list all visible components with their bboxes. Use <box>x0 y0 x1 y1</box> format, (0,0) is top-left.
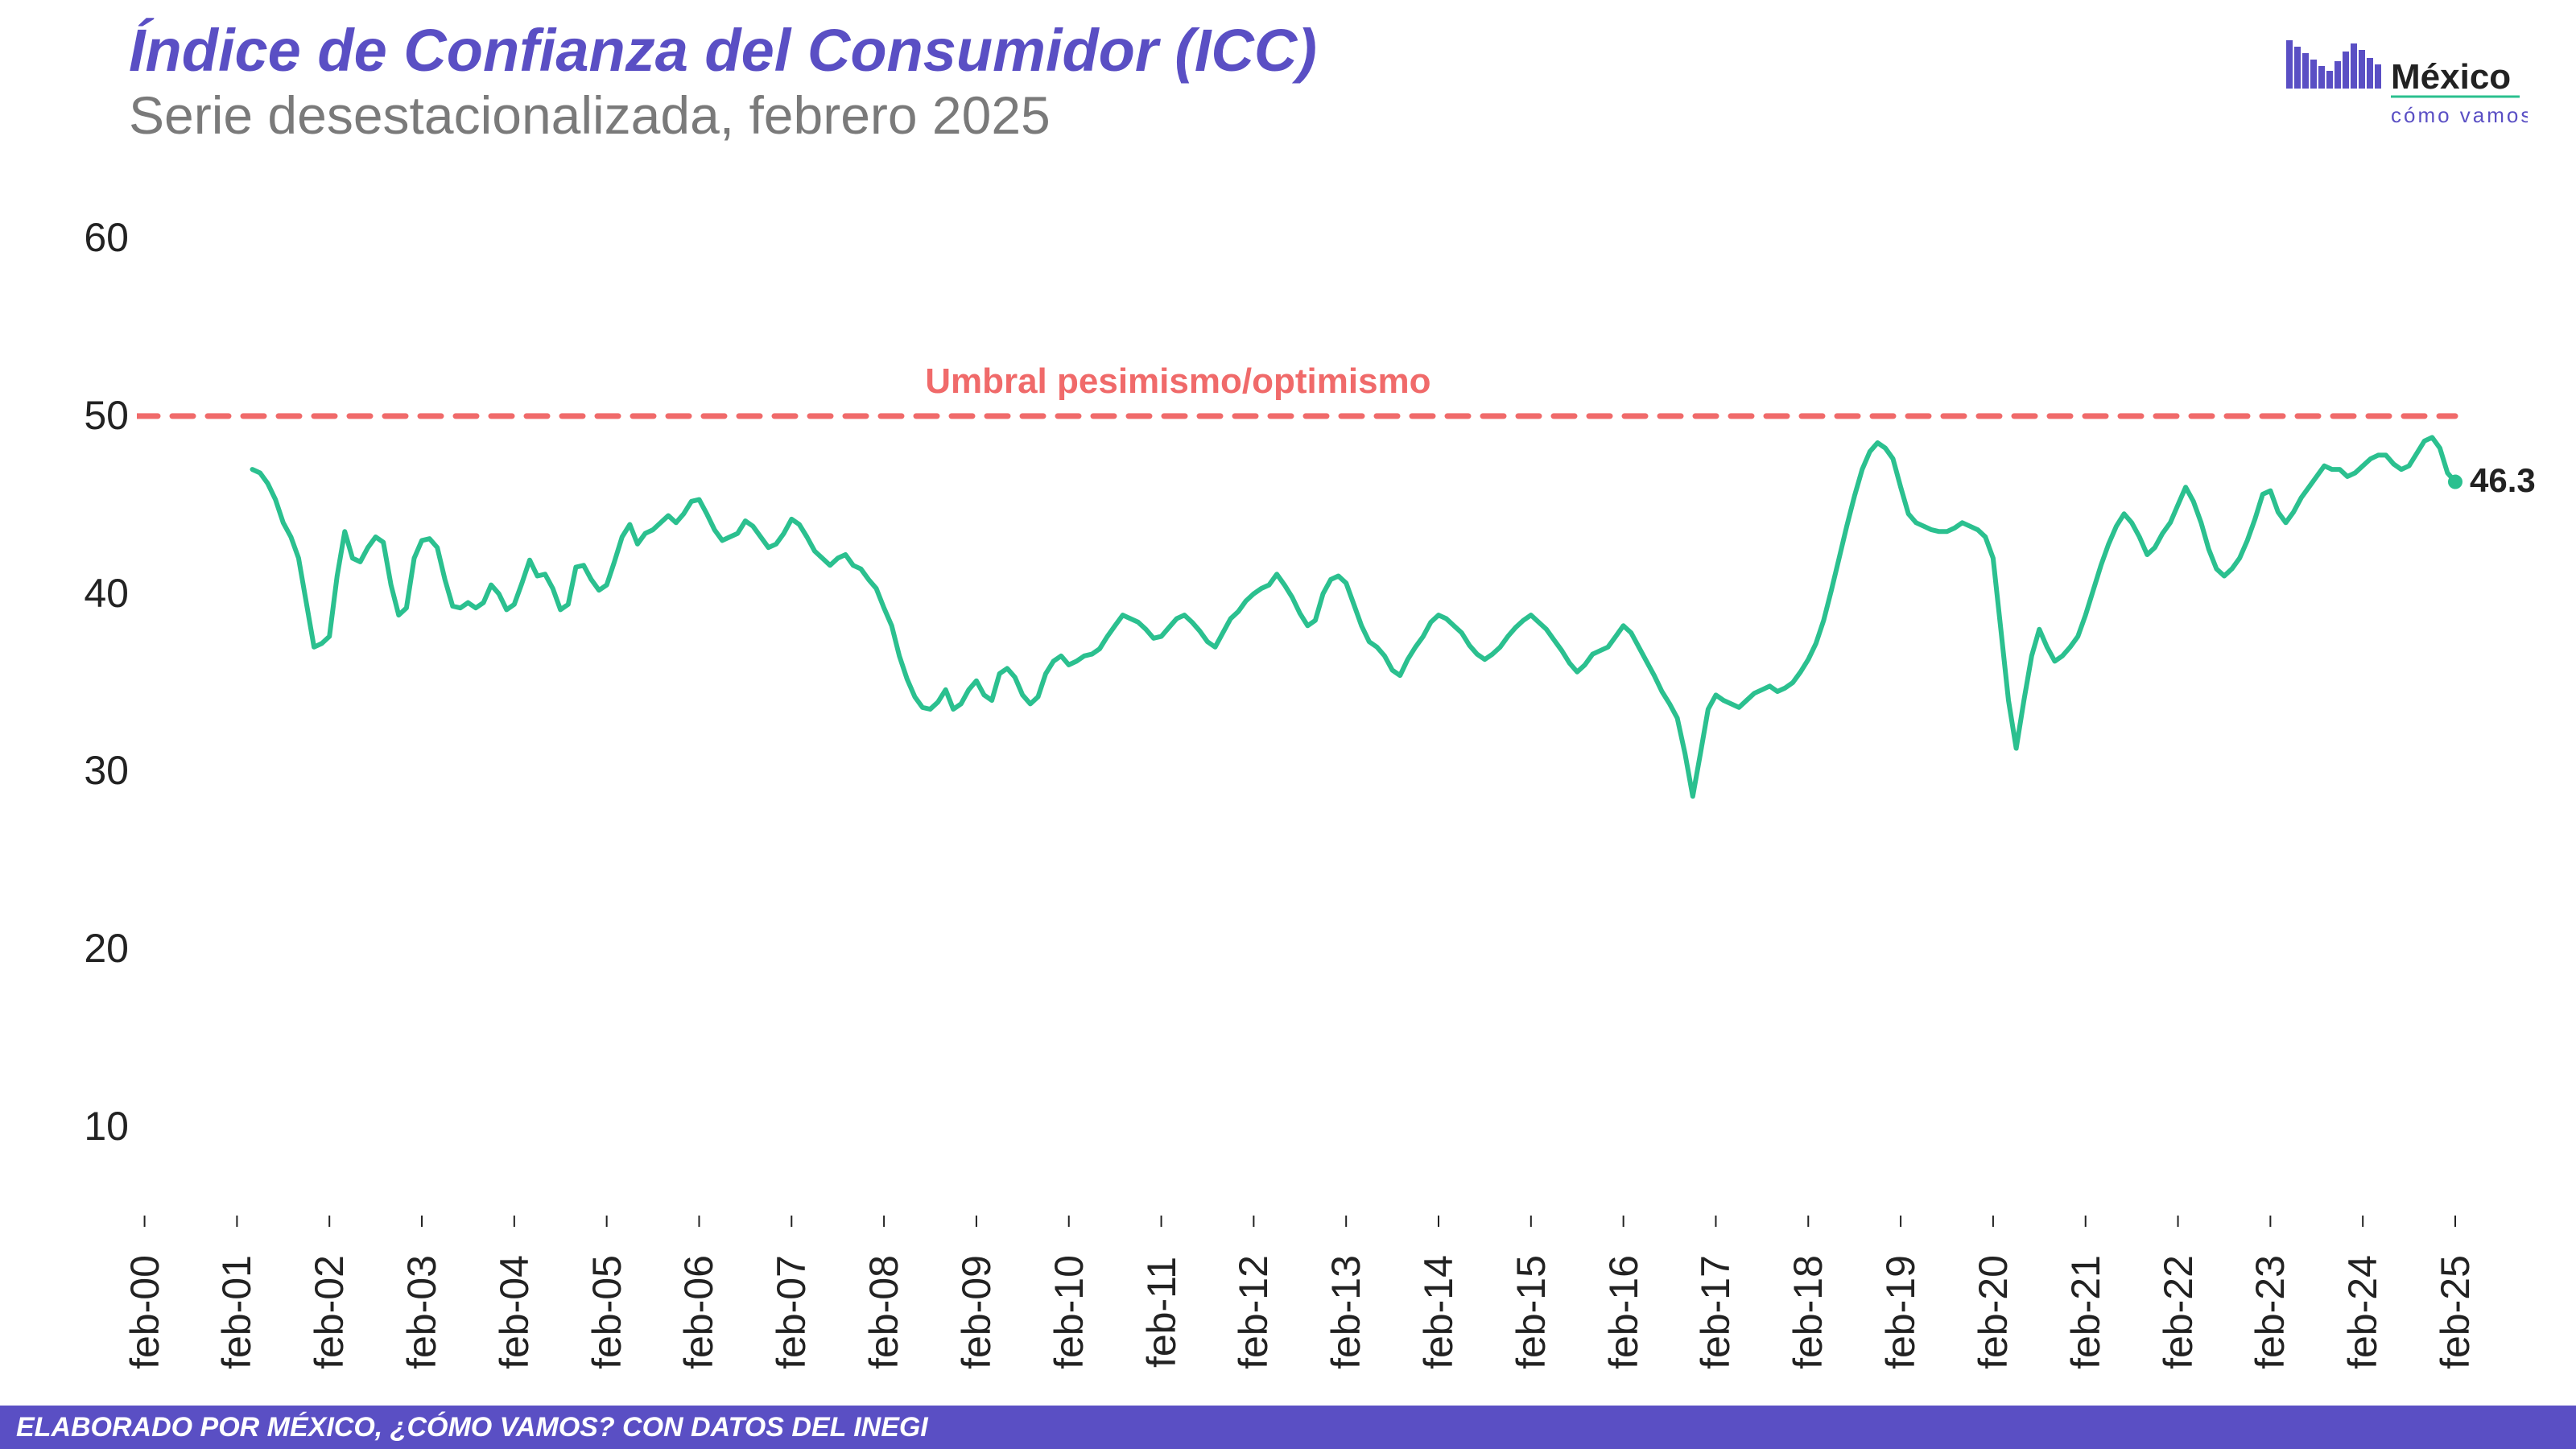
x-tick-label: feb-11 <box>1138 1257 1185 1368</box>
x-tick-label: feb-04 <box>491 1255 538 1369</box>
threshold-label: Umbral pesimismo/optimismo <box>925 361 1430 402</box>
y-tick-label: 50 <box>40 392 129 439</box>
x-tick-label: feb-13 <box>1323 1255 1369 1369</box>
x-tick-label: feb-07 <box>768 1255 815 1369</box>
x-tick-label: feb-08 <box>861 1255 907 1369</box>
x-tick-label: feb-02 <box>306 1255 353 1369</box>
x-tick-label: feb-25 <box>2432 1255 2479 1369</box>
x-tick-label: feb-15 <box>1508 1255 1554 1369</box>
footer-attribution: ELABORADO POR MÉXICO, ¿CÓMO VAMOS? CON D… <box>0 1412 928 1443</box>
x-tick-label: feb-23 <box>2247 1255 2293 1369</box>
y-tick-label: 20 <box>40 925 129 972</box>
x-tick-label: feb-16 <box>1600 1255 1647 1369</box>
svg-text:cómo vamos: cómo vamos <box>2391 103 2528 127</box>
y-tick-label: 10 <box>40 1103 129 1150</box>
chart-header: Índice de Confianza del Consumidor (ICC)… <box>129 16 1317 146</box>
logo-svg: México cómo vamos <box>2286 32 2528 137</box>
x-tick-label: feb-05 <box>584 1255 630 1369</box>
footer-bar: ELABORADO POR MÉXICO, ¿CÓMO VAMOS? CON D… <box>0 1406 2576 1449</box>
x-tick-label: feb-01 <box>213 1255 260 1369</box>
endpoint-value-label: 46.3 <box>2470 461 2536 500</box>
x-tick-label: feb-21 <box>2062 1255 2109 1369</box>
x-tick-label: feb-06 <box>675 1255 722 1369</box>
x-tick-label: feb-20 <box>1970 1255 2017 1369</box>
svg-text:México: México <box>2391 57 2511 97</box>
y-tick-label: 60 <box>40 214 129 261</box>
y-tick-label: 30 <box>40 747 129 794</box>
x-tick-label: feb-03 <box>398 1255 445 1369</box>
chart-subtitle: Serie desestacionalizada, febrero 2025 <box>129 85 1317 146</box>
x-tick-label: feb-22 <box>2155 1255 2202 1369</box>
x-tick-label: feb-14 <box>1415 1255 1462 1369</box>
x-tick-label: feb-19 <box>1877 1255 1924 1369</box>
plot-area <box>137 185 2512 1248</box>
x-tick-label: feb-17 <box>1692 1255 1739 1369</box>
chart-container: Índice de Confianza del Consumidor (ICC)… <box>0 0 2576 1449</box>
x-tick-label: feb-00 <box>122 1255 168 1369</box>
x-tick-label: feb-10 <box>1046 1255 1092 1369</box>
x-tick-label: feb-09 <box>953 1255 1000 1369</box>
chart-title: Índice de Confianza del Consumidor (ICC) <box>129 16 1317 85</box>
x-tick-label: feb-24 <box>2339 1255 2386 1369</box>
x-tick-label: feb-18 <box>1785 1255 1831 1369</box>
x-tick-label: feb-12 <box>1230 1255 1277 1369</box>
y-tick-label: 40 <box>40 570 129 617</box>
mexico-como-vamos-logo: México cómo vamos <box>2286 32 2528 141</box>
